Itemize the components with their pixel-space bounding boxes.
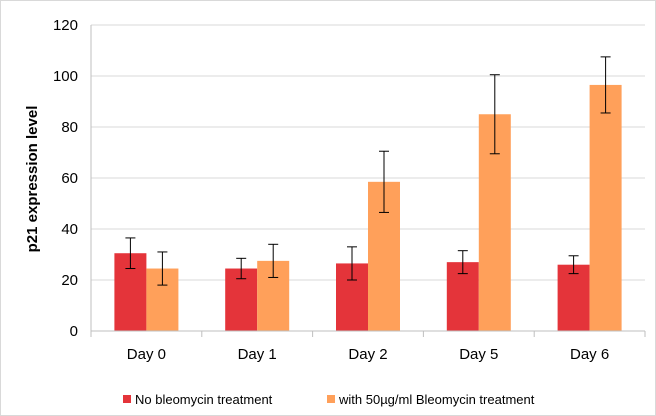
legend-label: with 50µg/ml Bleomycin treatment [338,392,535,407]
y-tick-label: 0 [70,323,78,340]
y-tick-label: 80 [61,119,78,136]
legend-swatch [123,395,131,403]
bar-bleomycin-4 [589,84,622,331]
error-bar [379,150,389,213]
error-bar [489,74,500,155]
legend-swatch [327,395,335,403]
legend-label: No bleomycin treatment [135,392,273,407]
axes [90,25,646,337]
gridlines [91,24,645,281]
error-bar [268,243,279,278]
y-tick-label: 60 [61,170,78,187]
bar-untreated-4 [557,264,590,331]
x-tick-labels: Day 0 Day 1 Day 2 Day 5 Day 6 [127,346,609,363]
legend-item: No bleomycin treatment [123,392,273,407]
y-tick-labels: 0 20 40 60 80 100 120 [53,17,78,340]
y-axis-label: p21 expression level [24,106,41,253]
y-tick-label: 100 [53,68,78,85]
y-tick-label: 40 [61,221,78,238]
error-bar [236,257,247,280]
error-bar [568,255,579,275]
error-bar [457,250,468,275]
bars [114,84,622,331]
error-bars [125,56,611,286]
y-tick-label: 120 [53,17,78,34]
x-tick-label: Day 2 [348,346,387,363]
error-bar [347,246,357,281]
x-tick-label: Day 6 [570,346,609,363]
error-bar [600,56,611,114]
x-tick-label: Day 0 [127,346,166,363]
error-bar [125,237,136,270]
legend: No bleomycin treatment with 50µg/ml Bleom… [123,392,535,407]
error-bar [157,251,168,286]
x-tick-label: Day 1 [238,346,277,363]
legend-item: with 50µg/ml Bleomycin treatment [327,392,535,407]
y-tick-label: 20 [61,272,78,289]
x-tick-label: Day 5 [459,346,498,363]
